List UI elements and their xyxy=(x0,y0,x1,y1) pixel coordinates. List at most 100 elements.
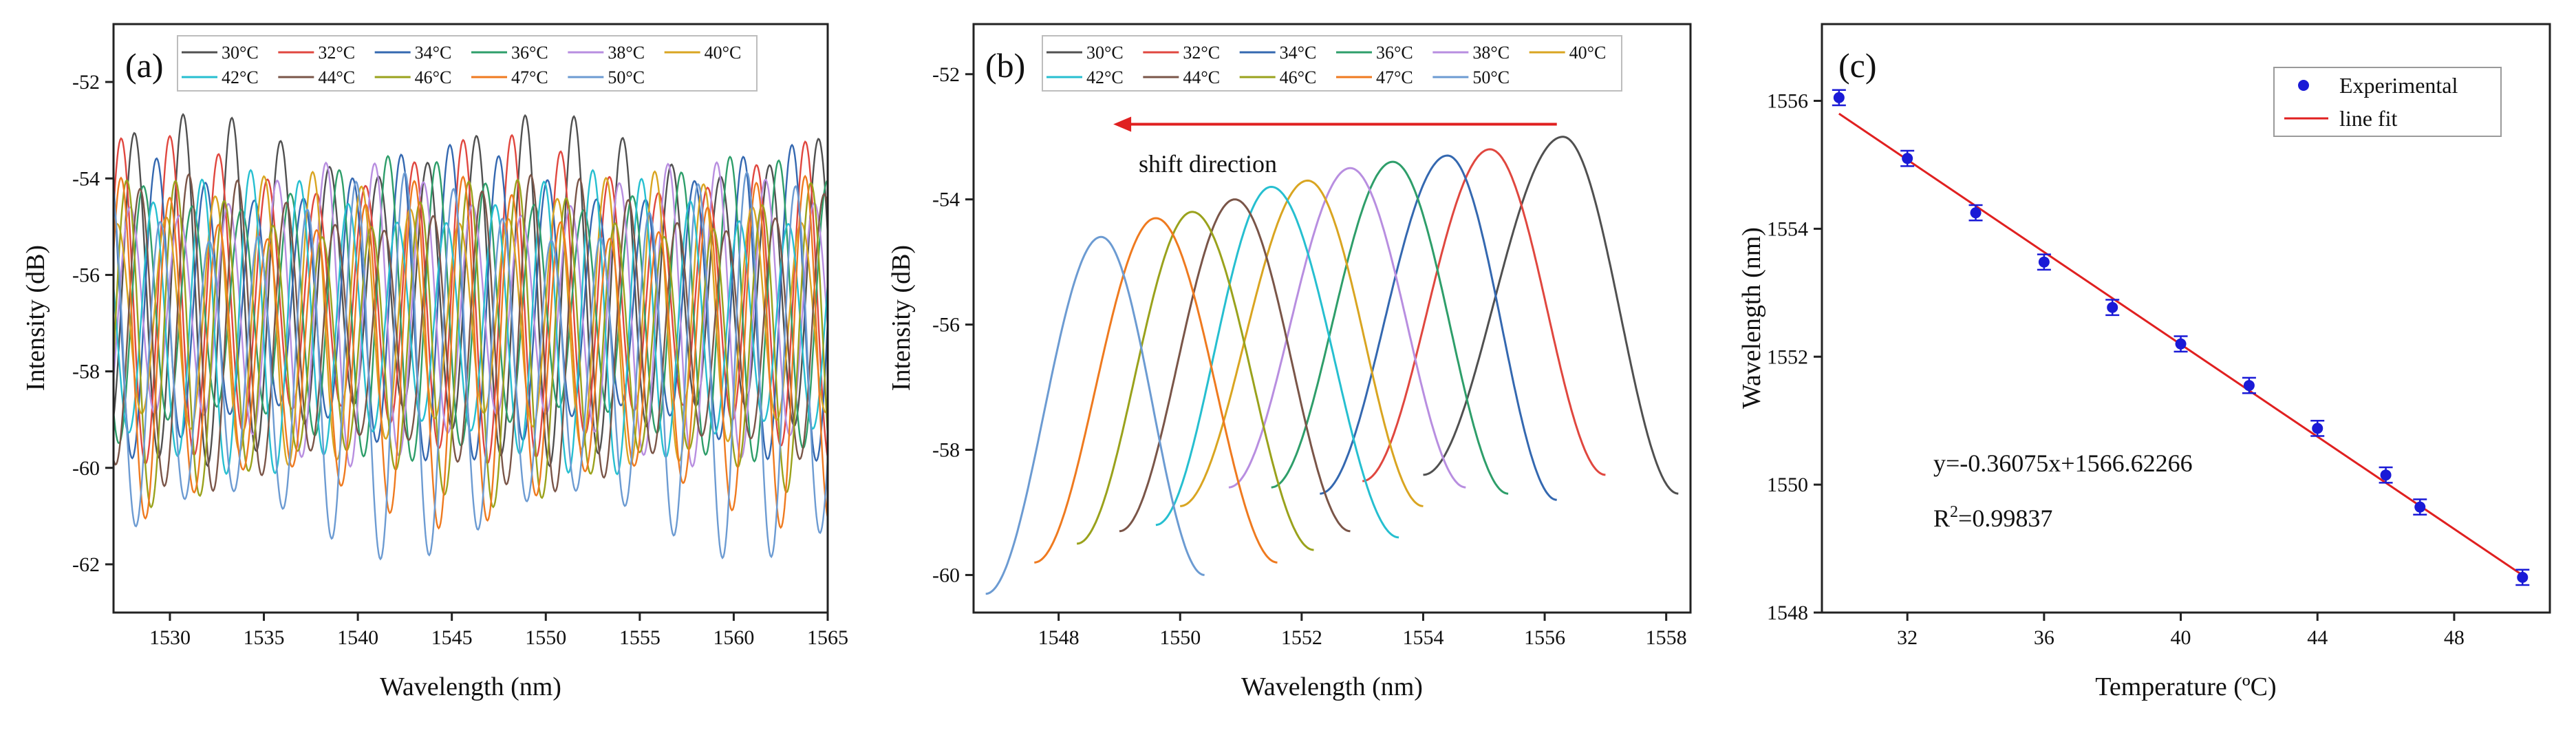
data-point xyxy=(1902,153,1913,164)
legend-entry: 50°C xyxy=(608,67,645,87)
legend-entry: 47°C xyxy=(1376,67,1413,87)
legend-entry: 32°C xyxy=(1183,43,1220,63)
legend-entry: 40°C xyxy=(705,43,742,63)
y-tick-label: -58 xyxy=(932,439,960,462)
legend-entry: 32°C xyxy=(318,43,355,63)
x-tick-label: 1552 xyxy=(1281,626,1322,649)
resonance-dip-line xyxy=(1034,217,1278,564)
legend-box xyxy=(2273,67,2502,137)
panel-b-ticks: 1548 1550 1552 1554 1556 1558 -60 -58 -56 -54 -52 xyxy=(932,63,1687,649)
x-tick-label: 1535 xyxy=(244,626,285,649)
x-tick-label: 1540 xyxy=(337,626,378,649)
spectrum-line xyxy=(112,178,829,509)
shift-direction-label: shift direction xyxy=(1139,150,1277,178)
resonance-dip-line xyxy=(1320,154,1557,501)
legend-entry: 50°C xyxy=(1472,67,1510,87)
shift-arrow-head xyxy=(1113,116,1132,132)
panel-a-chart: 1530 1535 1540 1545 1550 1555 1560 1565 -62 -60 -5… xyxy=(21,23,848,701)
legend-entry: 40°C xyxy=(1569,43,1607,63)
legend-box xyxy=(1042,35,1622,92)
x-tick-label: 1556 xyxy=(1524,626,1565,649)
y-tick-label: -52 xyxy=(72,71,100,94)
x-tick-label: 1555 xyxy=(619,626,661,649)
spectrum-line xyxy=(112,174,829,530)
x-tick-label: 1550 xyxy=(525,626,566,649)
resonance-dip-line xyxy=(1119,198,1351,533)
shift-arrow xyxy=(1113,116,1557,132)
panel-a-series-group xyxy=(112,113,829,561)
y-tick-label: 1554 xyxy=(1767,217,1808,240)
spectrum-line xyxy=(112,173,829,493)
legend-entry: 44°C xyxy=(318,67,355,87)
panel-a-frame xyxy=(112,23,829,614)
data-point xyxy=(2312,423,2323,434)
data-point xyxy=(2107,301,2118,313)
r-squared: R2=0.99837 xyxy=(1933,503,2052,532)
y-tick-label: 1552 xyxy=(1767,346,1808,368)
r-squared-superscript: 2 xyxy=(1950,503,1958,521)
panel-c-ylabel: Wavelength (nm) xyxy=(1737,227,1766,409)
y-tick-label: 1548 xyxy=(1767,602,1808,624)
legend-entry: line fit xyxy=(2339,106,2398,131)
resonance-dip-line xyxy=(1155,185,1399,539)
legend-entry: 36°C xyxy=(1376,43,1413,63)
resonance-dip-line xyxy=(1271,160,1509,495)
legend-entry: 47°C xyxy=(511,67,548,87)
x-tick-label: 1560 xyxy=(713,626,754,649)
y-tick-label: -56 xyxy=(932,314,960,337)
legend-entry: 36°C xyxy=(511,43,548,63)
r-squared-prefix: R xyxy=(1933,504,1950,532)
x-tick-label: 40 xyxy=(2171,626,2191,649)
r-squared-value: =0.99837 xyxy=(1958,504,2052,532)
y-tick-label: -62 xyxy=(72,553,100,576)
panel-c-chart: 32 36 40 44 48 1548 1550 1552 1554 1556 (c) Tempe… xyxy=(1737,23,2551,701)
data-point xyxy=(1833,92,1845,103)
x-tick-label: 48 xyxy=(2444,626,2465,649)
y-tick-label: -54 xyxy=(932,189,960,211)
panel-b-frame xyxy=(972,23,1692,614)
legend-entry: 34°C xyxy=(415,43,452,63)
x-tick-label: 1530 xyxy=(149,626,191,649)
x-tick-label: 1550 xyxy=(1159,626,1201,649)
panel-b-legend: 30°C 32°C 34°C 36°C 38°C 40°C 42°C 44°C 46°C 47°C… xyxy=(1042,35,1622,92)
panel-b-series-group xyxy=(985,136,1679,595)
legend-entry: 44°C xyxy=(1183,67,1220,87)
legend-entry: Experimental xyxy=(2339,73,2458,98)
resonance-dip-line xyxy=(1228,167,1466,489)
panel-b-xlabel: Wavelength (nm) xyxy=(1241,672,1423,701)
panel-a-ticks: 1530 1535 1540 1545 1550 1555 1560 1565 -62 -60 -5… xyxy=(72,71,848,649)
panel-c-legend: Experimental line fit xyxy=(2273,67,2502,137)
x-tick-label: 36 xyxy=(2034,626,2054,649)
data-point xyxy=(2175,338,2187,350)
panel-a-xlabel: Wavelength (nm) xyxy=(380,672,561,701)
x-tick-label: 1554 xyxy=(1402,626,1443,649)
legend-entry: 42°C xyxy=(222,67,259,87)
y-tick-label: 1550 xyxy=(1767,474,1808,496)
panel-c-xlabel: Temperature (ºC) xyxy=(2095,672,2276,701)
x-tick-label: 1565 xyxy=(807,626,848,649)
spectrum-line xyxy=(112,113,829,467)
panel-a-legend: 30°C 32°C 34°C 36°C 38°C 40°C 42°C 44°C 46°C 47°C… xyxy=(177,35,758,92)
legend-entry: 30°C xyxy=(1086,43,1124,63)
spectrum-line xyxy=(112,171,829,561)
x-tick-label: 1545 xyxy=(431,626,473,649)
y-tick-label: 1556 xyxy=(1767,90,1808,113)
panel-c-points-group xyxy=(1832,89,2530,586)
y-tick-label: -58 xyxy=(72,361,100,383)
y-tick-label: -56 xyxy=(72,264,100,286)
resonance-dip-line xyxy=(1180,179,1424,507)
legend-marker xyxy=(2298,80,2309,91)
legend-entry: 38°C xyxy=(608,43,645,63)
legend-box xyxy=(177,35,758,92)
panel-b-ylabel: Intensity (dB) xyxy=(887,245,916,391)
resonance-dip-line xyxy=(1077,211,1314,551)
resonance-dip-line xyxy=(985,235,1205,595)
y-tick-label: -60 xyxy=(72,457,100,480)
panel-c-label: (c) xyxy=(1838,46,1877,85)
y-tick-label: -52 xyxy=(932,63,960,86)
data-point xyxy=(1970,207,1982,219)
data-point xyxy=(2243,380,2255,392)
legend-entry: 46°C xyxy=(1280,67,1317,87)
legend-entry: 42°C xyxy=(1086,67,1124,87)
